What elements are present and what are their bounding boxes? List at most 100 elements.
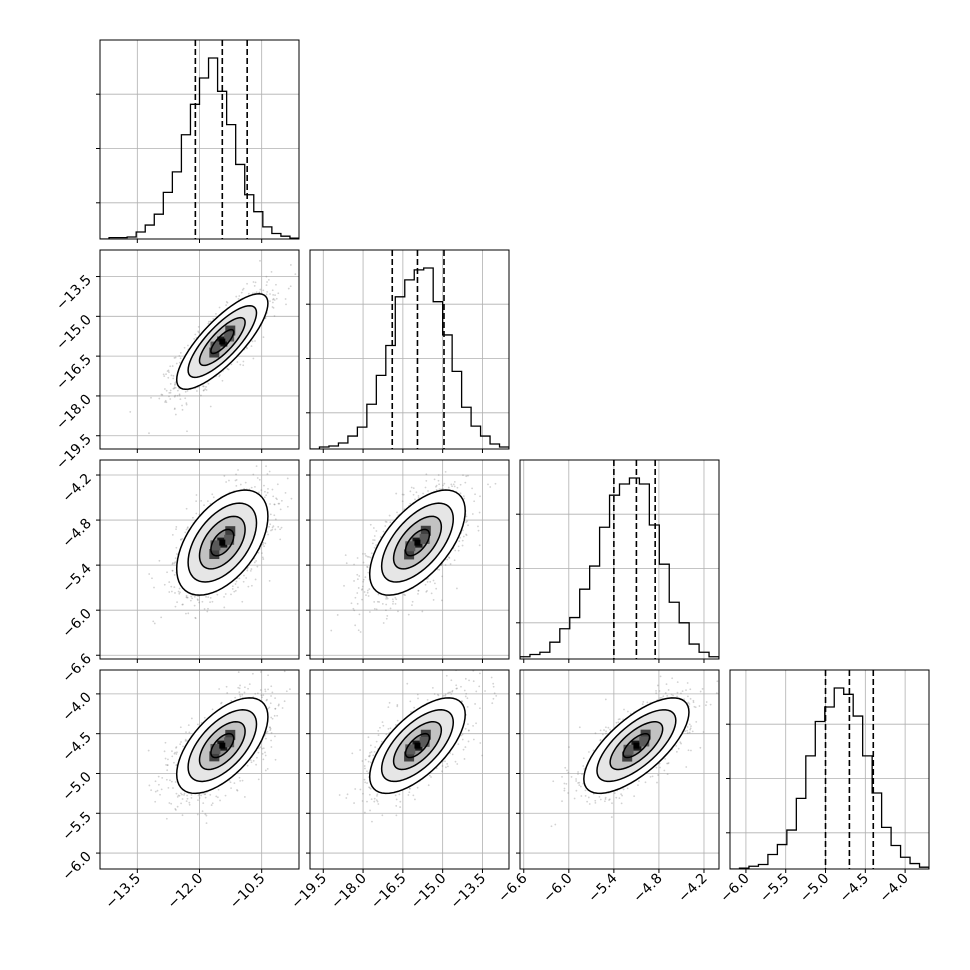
scatter-point [173,386,176,389]
scatter-point [169,391,172,394]
scatter-point [196,723,199,726]
scatter-point [171,533,174,536]
density-cell [405,744,416,755]
scatter-point [202,802,205,805]
scatter-point [460,734,462,737]
scatter-point [129,411,132,413]
scatter-point [687,749,690,752]
scatter-point [261,752,264,755]
scatter-point [205,814,208,817]
scatter-point [354,624,357,627]
scatter-point [353,802,355,804]
scatter-point [228,479,230,482]
scatter-point [166,764,169,766]
scatter-point [179,351,182,354]
x-tick-label: −4.5 [837,871,872,906]
hist-bar [462,407,471,449]
scatter-point [620,802,623,805]
scatter-point [437,474,440,476]
scatter-point [195,494,198,496]
scatter-point [262,543,264,546]
y-tick-label: −4.5 [59,729,94,764]
hist-step-line [310,267,509,449]
scatter-point [417,495,420,497]
scatter-point [408,787,411,790]
scatter-point [361,588,364,590]
scatter-point [465,692,468,695]
scatter-point [227,368,230,371]
scatter-point [679,741,682,744]
scatter-point [396,719,399,722]
scatter-point [655,766,658,769]
scatter-point [225,304,228,307]
scatter-point [658,690,661,692]
scatter-point [150,789,153,792]
scatter-point [246,567,249,570]
scatter-point [181,603,184,606]
hist-bar [272,233,281,239]
scatter-point [237,586,239,589]
scatter-point [456,587,458,590]
scatter-point [575,778,577,780]
scatter-point [179,357,182,360]
scatter-point [709,703,712,706]
scatter-point [173,761,175,764]
scatter-point [231,585,234,588]
scatter-point [564,766,567,769]
scatter-point [198,797,201,799]
hist-bar [405,280,414,449]
scatter-point [379,726,381,729]
scatter-point [408,791,411,794]
scatter-point [484,690,486,692]
scatter-point [262,694,265,697]
scatter-point [690,749,692,752]
pair-panel-3 [99,669,300,870]
scatter-point [426,590,428,592]
scatter-point [168,391,171,394]
scatter-point [360,588,363,591]
scatter-point [204,793,206,795]
scatter-point [265,293,268,296]
scatter-point [359,788,362,791]
scatter-point [230,787,232,790]
contour-line [622,732,651,759]
scatter-point [435,587,438,590]
scatter-point [475,722,477,725]
contour-line [368,489,466,596]
contour-line [198,720,246,771]
scatter-point [688,723,691,726]
scatter-point [356,578,359,581]
scatter-point [178,355,181,357]
scatter-point [371,542,374,545]
scatter-point [273,503,276,506]
scatter-point [243,796,246,798]
scatter-point [187,612,190,615]
hist-bar [590,566,600,659]
scatter-point [202,389,205,392]
scatter-point [362,578,365,581]
scatter-point [277,704,280,707]
scatter-point [164,399,167,402]
scatter-point [261,696,263,699]
scatter-point [148,784,151,787]
scatter-point [176,805,179,808]
scatter-point [695,721,698,723]
y-tick-label: −16.5 [53,352,95,394]
scatter-point [174,381,177,384]
scatter-point [410,711,412,713]
scatter-point [243,574,245,577]
scatter-point [466,520,469,523]
scatter-point [273,503,276,506]
scatter-point [373,539,376,541]
y-tick-label: −4.8 [59,516,94,551]
scatter-point [277,502,280,505]
scatter-point [609,728,611,731]
scatter-point [237,469,239,471]
scatter-point [395,798,398,801]
scatter-point [154,800,157,803]
scatter-point [273,315,276,317]
scatter-point [582,757,585,760]
scatter-point [369,556,372,559]
hist-bar [540,652,550,659]
